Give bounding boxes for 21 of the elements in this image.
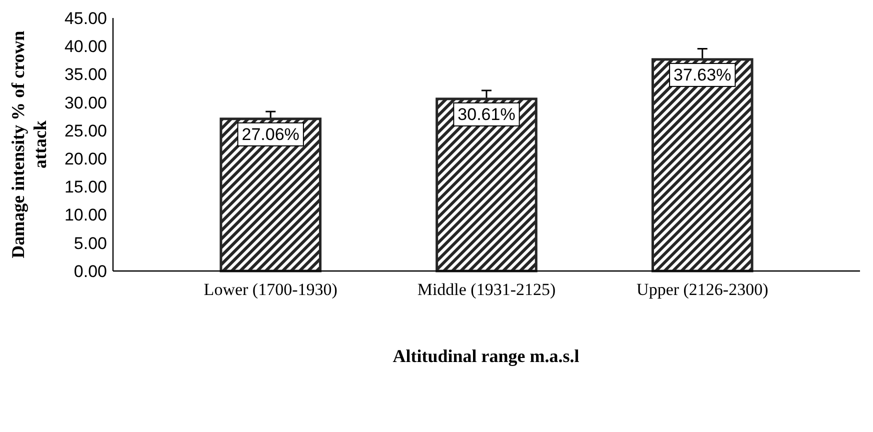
y-tick-label: 30.00: [64, 93, 107, 112]
x-tick-label: Lower (1700-1930): [204, 280, 338, 300]
data-label: 27.06%: [242, 124, 300, 144]
y-tick-label: 10.00: [64, 206, 107, 225]
x-axis-title: Altitudinal range m.a.s.l: [392, 346, 580, 366]
y-tick-label: 0.00: [74, 262, 107, 281]
x-tick-label: Middle (1931-2125): [417, 280, 556, 300]
bar: [651, 58, 754, 272]
y-tick-label: 40.00: [64, 37, 107, 56]
y-axis-title: Damage intensity % of crown attack: [8, 30, 50, 258]
data-label: 37.63%: [674, 65, 732, 84]
data-label: 30.61%: [458, 104, 516, 124]
y-tick-label: 15.00: [64, 178, 107, 197]
y-tick-label: 35.00: [64, 65, 107, 84]
bar: [220, 118, 322, 272]
bar: [436, 98, 538, 272]
y-tick-label: 25.00: [64, 121, 107, 140]
x-tick-label: Upper (2126-2300): [636, 280, 768, 300]
y-tick-label: 20.00: [64, 150, 107, 169]
y-tick-label: 5.00: [74, 234, 107, 253]
y-tick-label: 45.00: [64, 8, 107, 28]
